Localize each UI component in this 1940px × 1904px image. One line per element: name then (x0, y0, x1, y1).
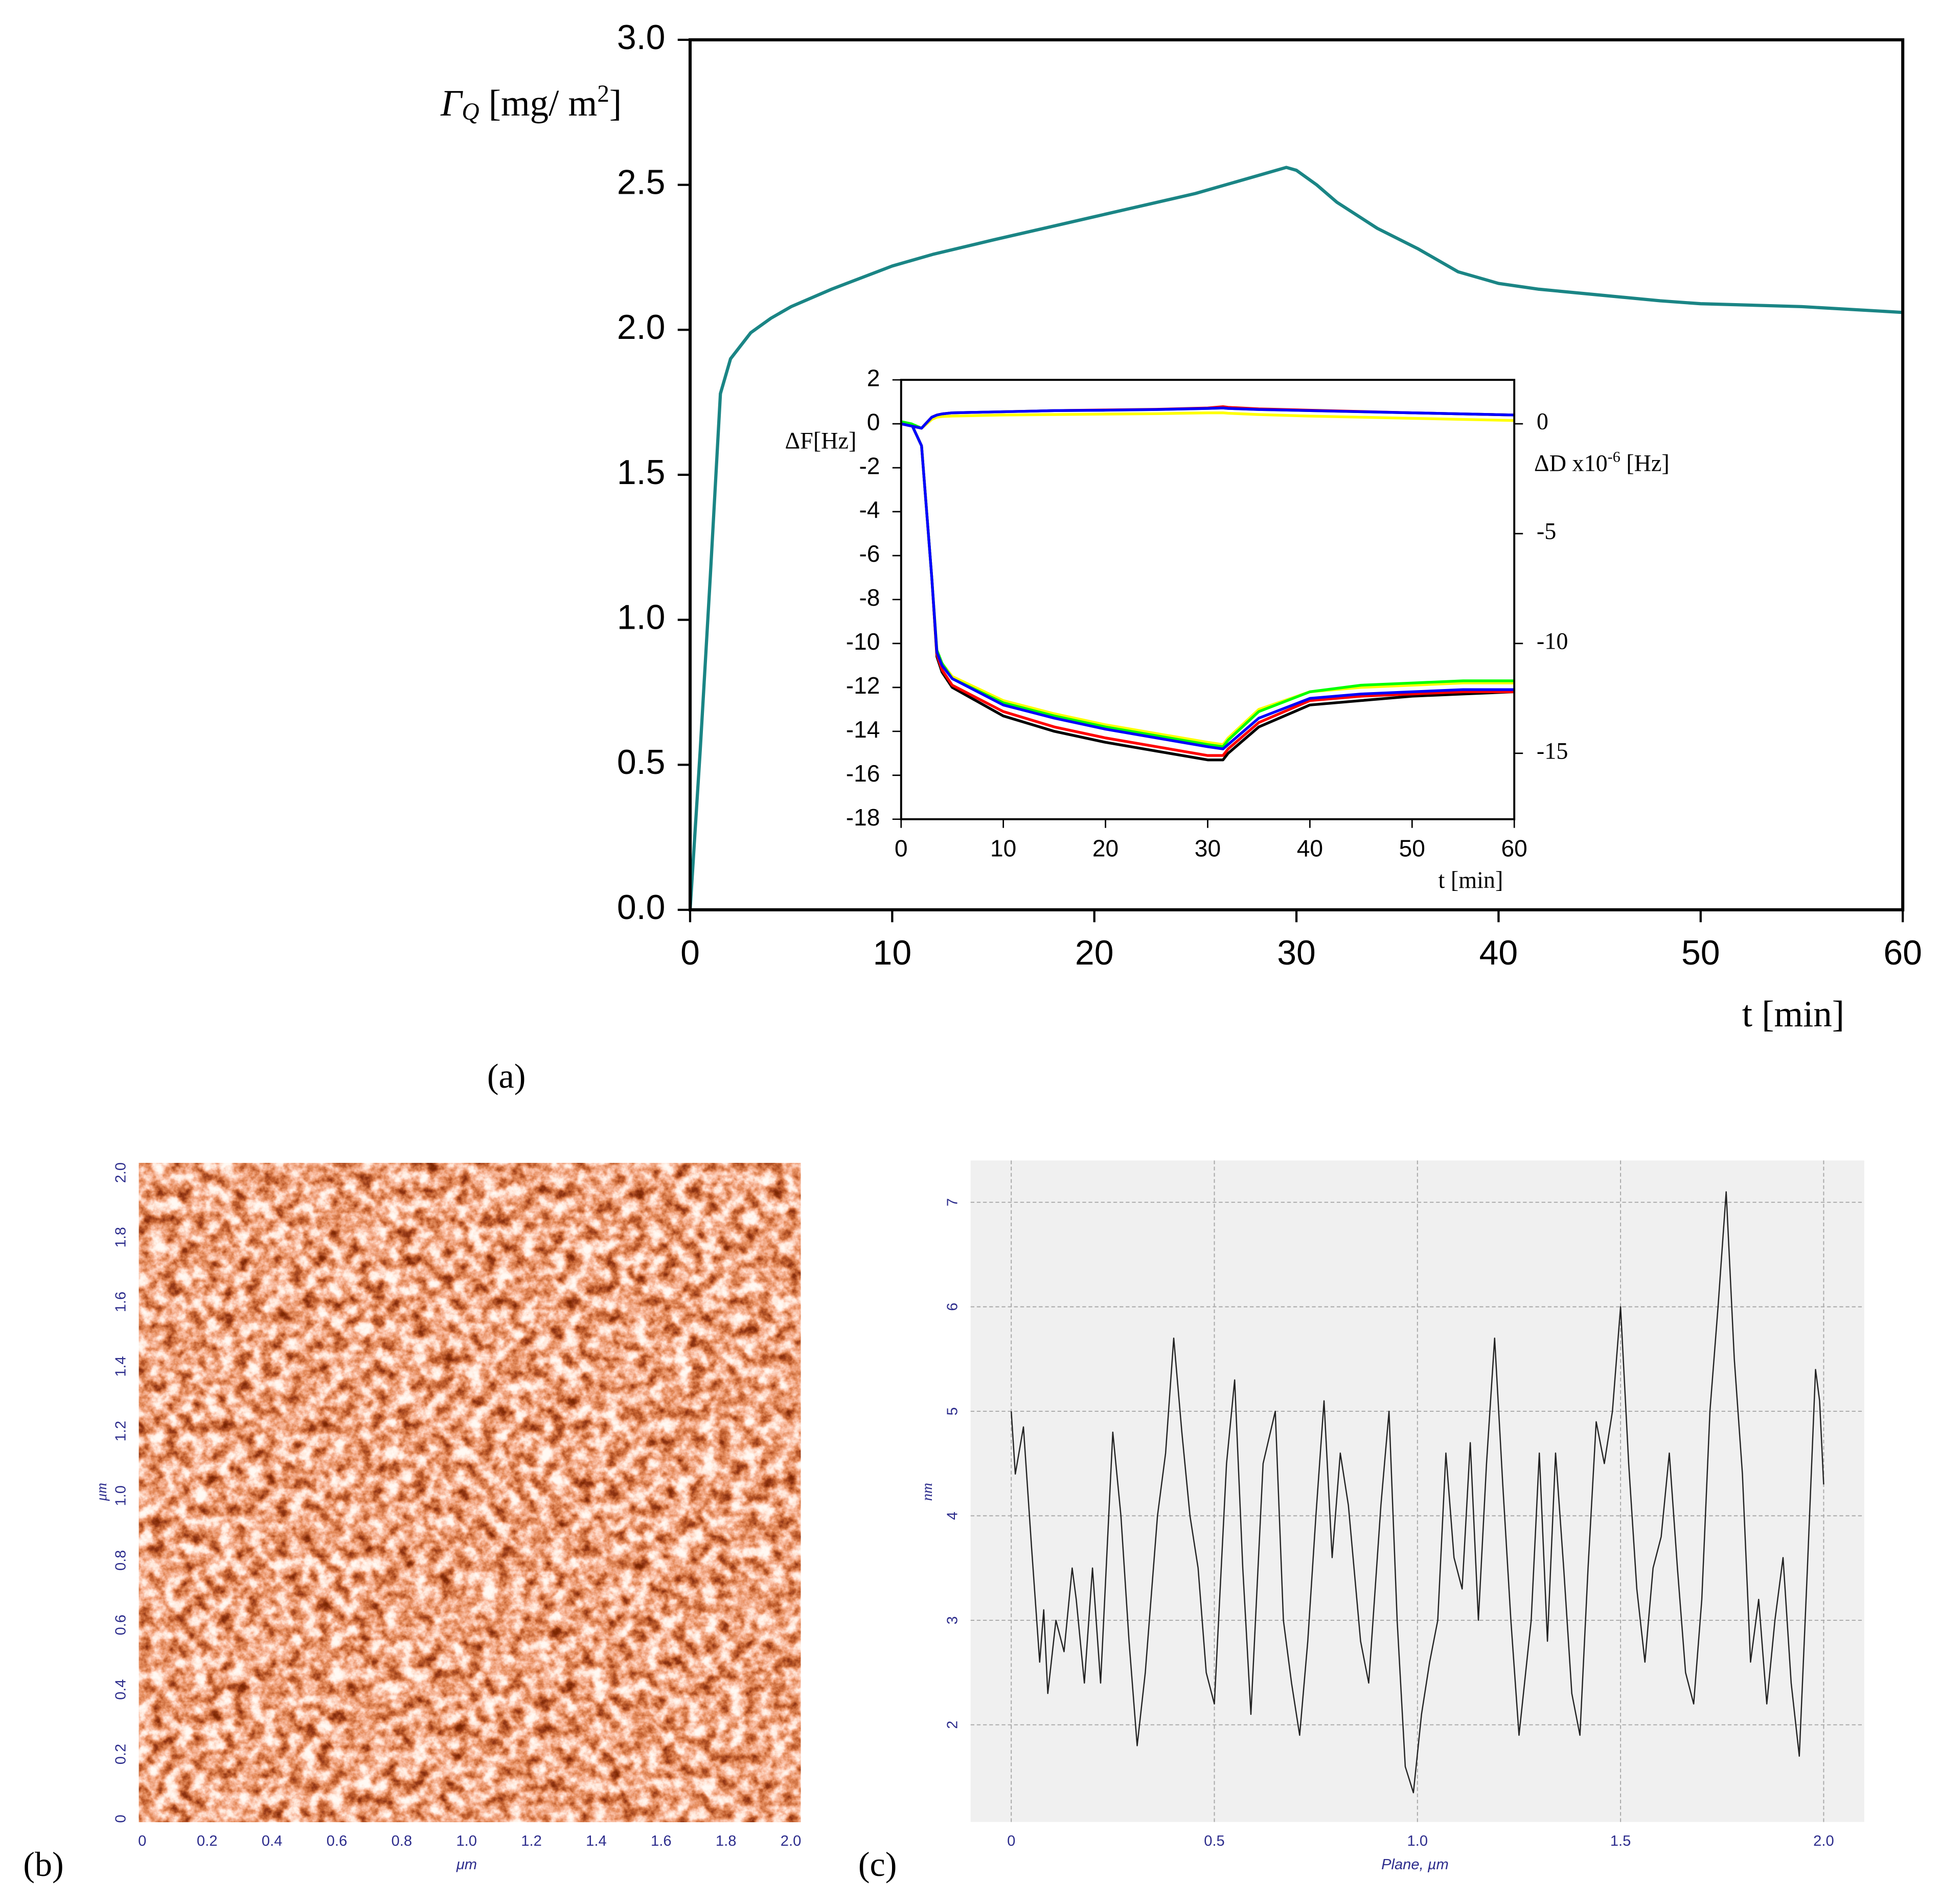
y-tick-label: -6 (859, 540, 880, 567)
plot-frame (900, 379, 1516, 820)
y-tick-label: 0.5 (617, 743, 665, 782)
y-tick-label: 0.0 (617, 888, 665, 927)
data-line (1010, 1191, 1824, 1794)
y-tick-label: 2.0 (113, 1162, 129, 1183)
x-tick-label: 50 (1681, 933, 1720, 972)
y-tick-label: 0.4 (113, 1679, 129, 1700)
x-tick-label: 0.8 (392, 1833, 413, 1849)
y-tick-label: 0.2 (113, 1744, 129, 1765)
x-tick-label: 10 (873, 933, 912, 972)
axis-label: ΔF[Hz] (785, 428, 857, 454)
x-tick-label: 0 (1007, 1833, 1015, 1849)
y-tick-label: 1.0 (113, 1485, 129, 1506)
axis-label: t [min] (1742, 993, 1844, 1035)
x-tick-label: 40 (1479, 933, 1518, 972)
axis-label: Plane, µm (1381, 1856, 1449, 1873)
x-tick-label: 0.6 (327, 1833, 348, 1849)
y-tick-label: 0.8 (113, 1550, 129, 1571)
x-tick-label: 1.4 (586, 1833, 607, 1849)
axis-label-part: -6 (1608, 449, 1621, 466)
y-tick-label: 0 (867, 408, 880, 435)
y-tick-label: 1.5 (617, 453, 665, 492)
y-tick-label: 1.2 (113, 1421, 129, 1441)
axis-label-part: Γ (440, 82, 463, 124)
y-tick-label: -18 (846, 804, 880, 831)
x-tick-label: 1.0 (456, 1833, 477, 1849)
x-tick-label: 2.0 (781, 1833, 802, 1849)
x-tick-label: 0 (895, 835, 908, 862)
y-tick-label: -10 (846, 628, 880, 655)
y2-tick-label: 0 (1537, 408, 1548, 434)
y-tick-label: 7 (944, 1198, 961, 1206)
y-tick-label: -14 (846, 716, 880, 743)
x-tick-label: 20 (1092, 835, 1119, 862)
x-tick-label: 0 (680, 933, 700, 972)
x-tick-label: 10 (990, 835, 1016, 862)
y-tick-label: 2.0 (617, 308, 665, 347)
y-tick-label: 2 (867, 364, 880, 391)
x-tick-label: 0 (138, 1833, 146, 1849)
y-tick-label: 1.6 (113, 1292, 129, 1312)
y2-tick-label: -5 (1537, 518, 1556, 544)
axis-label-part: [mg/ m (480, 82, 598, 124)
panel-label: (a) (487, 1057, 526, 1095)
data-line (901, 411, 1515, 430)
y-tick-label: 3 (944, 1616, 961, 1624)
plot-frame (688, 38, 1905, 911)
y-tick-label: 0.6 (113, 1615, 129, 1635)
axis-label: nm (919, 1483, 935, 1501)
y-tick-label: 0 (113, 1815, 129, 1823)
x-tick-label: 1.0 (1407, 1833, 1428, 1849)
x-tick-label: 0.5 (1204, 1833, 1225, 1849)
x-tick-label: 1.5 (1610, 1833, 1631, 1849)
axis-label-part: ] (609, 82, 622, 124)
axis-label: μm (94, 1483, 110, 1502)
x-tick-label: 1.8 (716, 1833, 737, 1849)
plot-background (901, 380, 1515, 819)
axis-label: t [min] (1439, 867, 1503, 893)
y-tick-label: -12 (846, 672, 880, 699)
y-tick-label: -4 (859, 496, 880, 523)
y-tick-label: 2 (944, 1721, 961, 1729)
y-tick-label: 5 (944, 1407, 961, 1415)
axis-label-part: ΔD x10 (1534, 450, 1608, 476)
x-tick-label: 1.6 (651, 1833, 672, 1849)
x-tick-label: 1.2 (521, 1833, 542, 1849)
panel-label: (c) (858, 1845, 897, 1884)
x-tick-label: 50 (1399, 835, 1425, 862)
y-tick-label: 2.5 (617, 163, 665, 202)
y-tick-label: 3.0 (617, 18, 665, 57)
data-line (901, 422, 1515, 750)
x-tick-label: 0.4 (262, 1833, 283, 1849)
axis-label: ΔD x10-6 [Hz] (1534, 449, 1670, 476)
afm-image (139, 1163, 801, 1822)
x-tick-label: 20 (1075, 933, 1114, 972)
y-tick-label: 4 (944, 1511, 961, 1520)
x-tick-label: 40 (1297, 835, 1323, 862)
y-tick-label: 1.0 (617, 598, 665, 637)
axis-label-part: [Hz] (1621, 450, 1670, 476)
data-line (901, 406, 1515, 430)
x-tick-label: 30 (1195, 835, 1221, 862)
y2-tick-label: -15 (1537, 738, 1568, 764)
y-tick-label: 1.8 (113, 1227, 129, 1248)
y-tick-label: 1.4 (113, 1356, 129, 1377)
y-tick-label: 6 (944, 1303, 961, 1311)
y2-tick-label: -10 (1537, 628, 1568, 654)
y-tick-label: -2 (859, 452, 880, 479)
x-tick-label: 30 (1277, 933, 1316, 972)
x-tick-label: 0.2 (197, 1833, 218, 1849)
x-tick-label: 60 (1883, 933, 1922, 972)
y-tick-label: -16 (846, 760, 880, 787)
panel-label: (b) (23, 1845, 63, 1884)
x-tick-label: 2.0 (1813, 1833, 1834, 1849)
axis-label: μm (456, 1856, 477, 1873)
axis-label-part: Q (462, 99, 479, 125)
x-tick-label: 60 (1501, 835, 1527, 862)
axis-label-part: 2 (597, 81, 609, 107)
y-tick-label: -8 (859, 584, 880, 611)
axis-label: ΓQ [mg/ m2] (440, 81, 622, 125)
data-line (688, 166, 1903, 910)
